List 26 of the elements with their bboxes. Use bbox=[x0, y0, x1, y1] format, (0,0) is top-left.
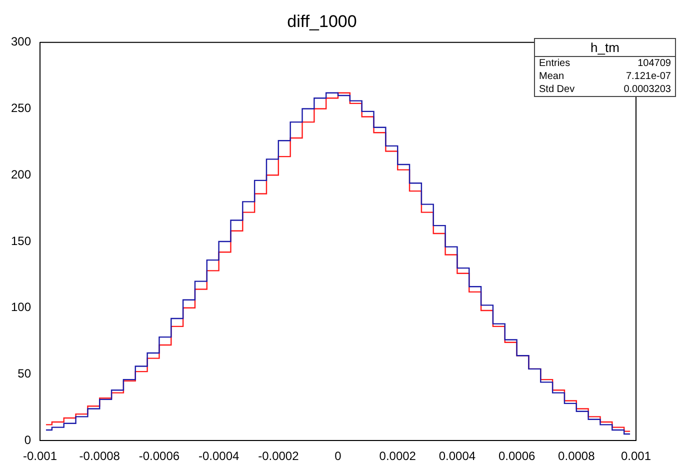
x-tick-label: 0.0006 bbox=[498, 449, 536, 464]
y-tick-label: 50 bbox=[18, 366, 32, 381]
x-tick-label: 0.0004 bbox=[438, 449, 476, 464]
text: 104709 bbox=[638, 58, 671, 69]
annotation: Entries bbox=[539, 58, 570, 69]
chart-title: diff_1000 bbox=[287, 12, 357, 31]
x-tick-label: -0.0002 bbox=[258, 449, 300, 464]
y-tick-label: 250 bbox=[10, 101, 32, 116]
x-tick-label: 0.0002 bbox=[379, 449, 416, 464]
y-tick-label: 200 bbox=[10, 167, 32, 182]
x-tick-label: -0.0004 bbox=[198, 449, 240, 464]
y-tick-label: 0 bbox=[24, 432, 32, 447]
x-tick-label: -0.0006 bbox=[138, 449, 180, 464]
annotation: Std Dev bbox=[539, 84, 575, 95]
x-tick-label: -0.0008 bbox=[79, 449, 120, 464]
annotation: h_tm bbox=[535, 39, 675, 57]
annotation: 0.0003203 bbox=[624, 84, 671, 95]
y-tick-label: 300 bbox=[10, 34, 32, 49]
x-tick-label: 0.0008 bbox=[558, 449, 596, 464]
x-tick-label: 0 bbox=[334, 449, 342, 464]
x-tick-label: -0.001 bbox=[23, 449, 58, 464]
y-tick-label: 150 bbox=[10, 234, 32, 248]
annotation: 7.121e-07 bbox=[626, 71, 671, 82]
x-tick-label: 0.001 bbox=[620, 449, 652, 464]
y-tick-label: 100 bbox=[10, 300, 32, 314]
annotation: Mean bbox=[539, 71, 564, 82]
